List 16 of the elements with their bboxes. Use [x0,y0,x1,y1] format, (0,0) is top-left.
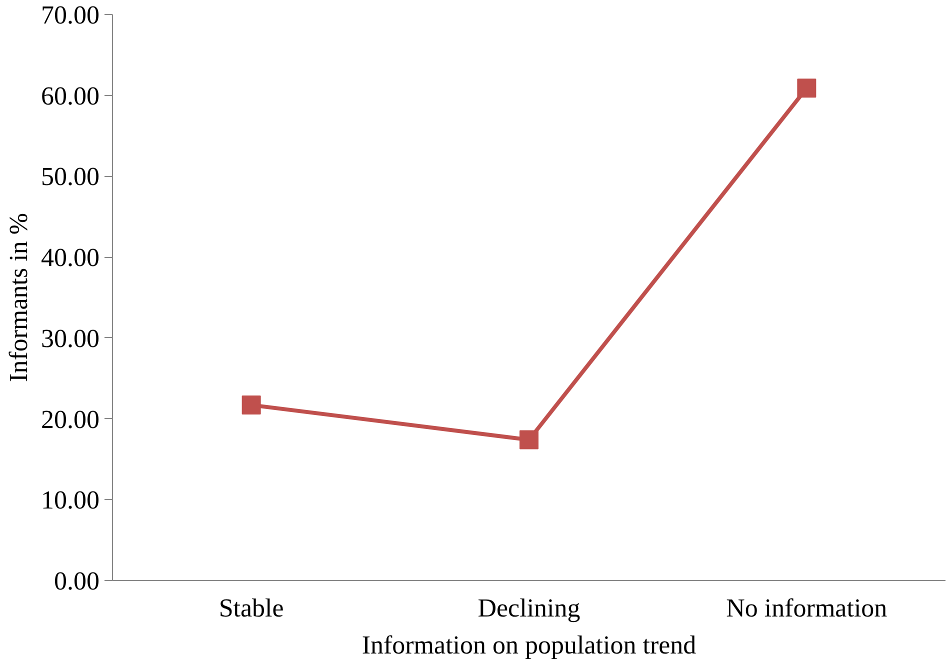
y-tick-label: 70.00 [41,0,100,30]
y-tick-label: 50.00 [41,162,100,192]
point [242,396,261,415]
y-tick-label: 40.00 [41,243,100,272]
y-tick-label: 0.00 [54,566,100,596]
point [797,78,816,98]
y-tick-label: 30.00 [41,324,100,353]
y-axis-title: Informants in % [4,213,33,382]
y-tick-label: 60.00 [41,81,100,110]
x-tick-label: Stable [218,594,284,622]
x-tick-label: Declining [478,594,580,622]
y-tick-label: 20.00 [41,404,100,434]
y-tick-label: 10.00 [41,486,100,515]
x-axis-title: Information on population trend [362,630,696,660]
x-tick-label: No information [726,594,888,622]
point [520,430,538,450]
